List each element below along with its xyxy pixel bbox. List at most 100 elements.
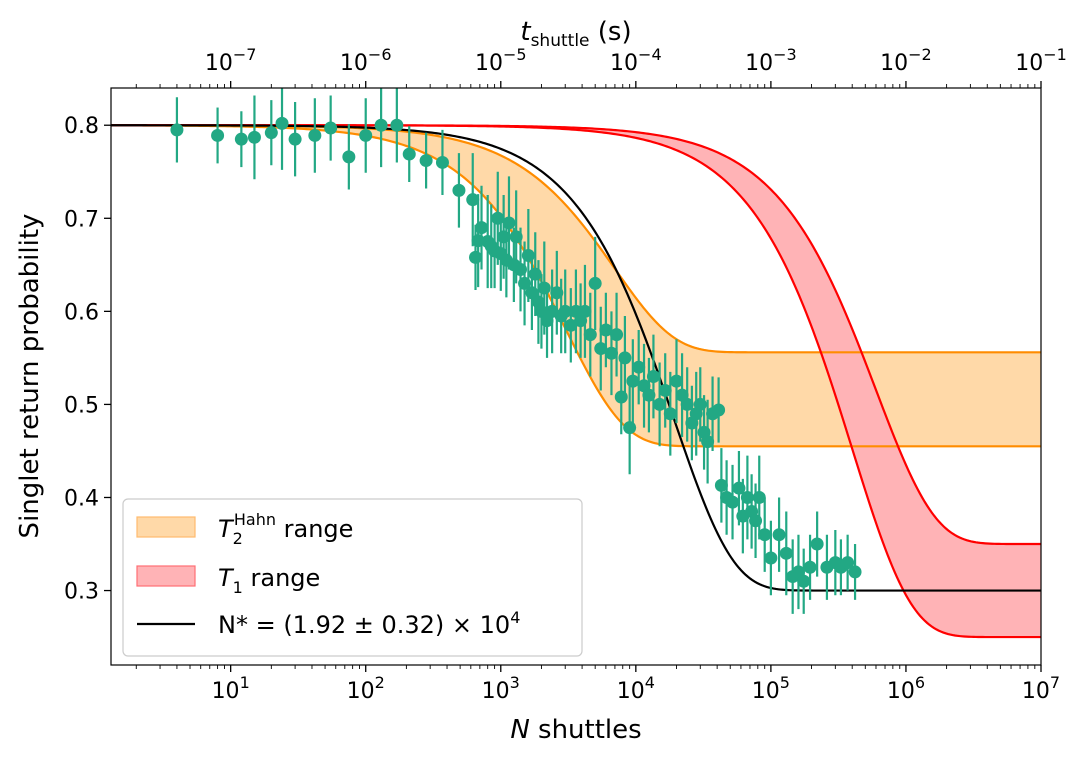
y-tick-label: 0.4 [64, 486, 99, 511]
data-point [680, 397, 694, 411]
data-point [797, 574, 811, 588]
data-point [618, 351, 632, 365]
data-point [497, 230, 511, 244]
data-point [599, 323, 613, 337]
legend-box [122, 498, 583, 657]
data-point [772, 528, 786, 542]
x-tick-label: 105 [752, 673, 790, 704]
data-point [558, 304, 572, 318]
data-point [275, 116, 289, 130]
bottom-x-axis: 101 102 103 104 105 106 107 [135, 665, 1060, 704]
fit-curve [111, 124, 1041, 592]
data-point [374, 118, 388, 132]
legend-label-t1: T1 range [218, 564, 320, 597]
data-point [537, 281, 551, 295]
data-point [234, 132, 248, 146]
y-axis-title: Singlet return probability [15, 214, 45, 539]
data-point [525, 286, 539, 300]
top-axis-title: tshuttle (s) [520, 17, 631, 51]
data-point [610, 328, 624, 342]
y-axis: 0.3 0.4 0.5 0.6 0.7 0.8 [64, 114, 111, 605]
data-point [475, 221, 489, 235]
data-point [658, 383, 672, 397]
data-point [752, 490, 766, 504]
data-point [170, 123, 184, 137]
data-point [604, 346, 618, 360]
x-tick-label: 101 [212, 673, 250, 704]
data-point [342, 150, 356, 164]
x-axis-title: N shuttles [510, 715, 641, 745]
data-point [669, 374, 683, 388]
data-point [701, 435, 715, 449]
data-point [663, 407, 677, 421]
data-point [518, 276, 532, 290]
data-point [509, 230, 523, 244]
data-point [749, 514, 763, 528]
data-point [588, 276, 602, 290]
data-points [170, 88, 862, 614]
data-point [247, 130, 261, 144]
data-point [521, 249, 535, 263]
data-point [502, 216, 516, 230]
data-point [614, 390, 628, 404]
x-tick-label: 107 [1022, 673, 1060, 704]
legend-label-fit: N* = (1.92 ± 0.32) × 104 [218, 608, 520, 639]
data-point [726, 495, 740, 509]
plot-frame [110, 87, 1042, 666]
data-point [390, 118, 404, 132]
legend-swatch-t1 [136, 565, 196, 587]
data-point [324, 121, 338, 135]
x-tick-label: 103 [482, 673, 520, 704]
top-x-axis: 10−7 10−6 10−5 10−4 10−3 10−2 10−1 [135, 45, 1067, 88]
data-point [764, 551, 778, 565]
top-tick-label: 10−7 [205, 45, 257, 76]
data-point [550, 286, 564, 300]
data-point [841, 556, 855, 570]
data-point [848, 565, 862, 579]
data-point [466, 193, 480, 207]
data-point [452, 183, 466, 197]
data-point [578, 304, 592, 318]
y-tick-label: 0.8 [64, 114, 99, 139]
data-point [758, 528, 772, 542]
data-point [712, 403, 726, 417]
data-point [583, 328, 597, 342]
data-point [308, 128, 322, 142]
data-point [632, 360, 646, 374]
data-point [653, 397, 667, 411]
top-tick-label: 10−4 [610, 45, 662, 76]
y-tick-label: 0.3 [64, 580, 99, 605]
data-point [491, 211, 505, 225]
data-point [435, 155, 449, 169]
x-tick-label: 102 [347, 673, 385, 704]
data-point [626, 374, 640, 388]
data-point [732, 481, 746, 495]
x-tick-label: 104 [617, 673, 655, 704]
top-tick-label: 10−1 [1015, 45, 1067, 76]
top-tick-label: 10−3 [745, 45, 797, 76]
legend-swatch-t2 [136, 516, 196, 538]
data-point [471, 234, 485, 248]
data-point [810, 537, 824, 551]
y-tick-label: 0.5 [64, 393, 99, 418]
data-point [264, 126, 278, 140]
top-tick-label: 10−5 [475, 45, 527, 76]
y-tick-label: 0.6 [64, 300, 99, 325]
data-point [469, 250, 483, 264]
y-tick-label: 0.7 [64, 207, 99, 232]
data-point [646, 370, 660, 383]
t1-range-band [111, 125, 1041, 638]
x-tick-label: 106 [887, 673, 925, 704]
data-point [714, 478, 728, 492]
data-point [514, 262, 528, 276]
data-point [211, 128, 225, 142]
data-point [740, 490, 754, 504]
data-point [419, 154, 433, 168]
data-point [623, 421, 637, 435]
data-point [359, 128, 373, 142]
top-tick-label: 10−2 [880, 45, 932, 76]
data-point [564, 318, 578, 332]
data-point [803, 560, 817, 574]
top-tick-label: 10−6 [340, 45, 392, 76]
